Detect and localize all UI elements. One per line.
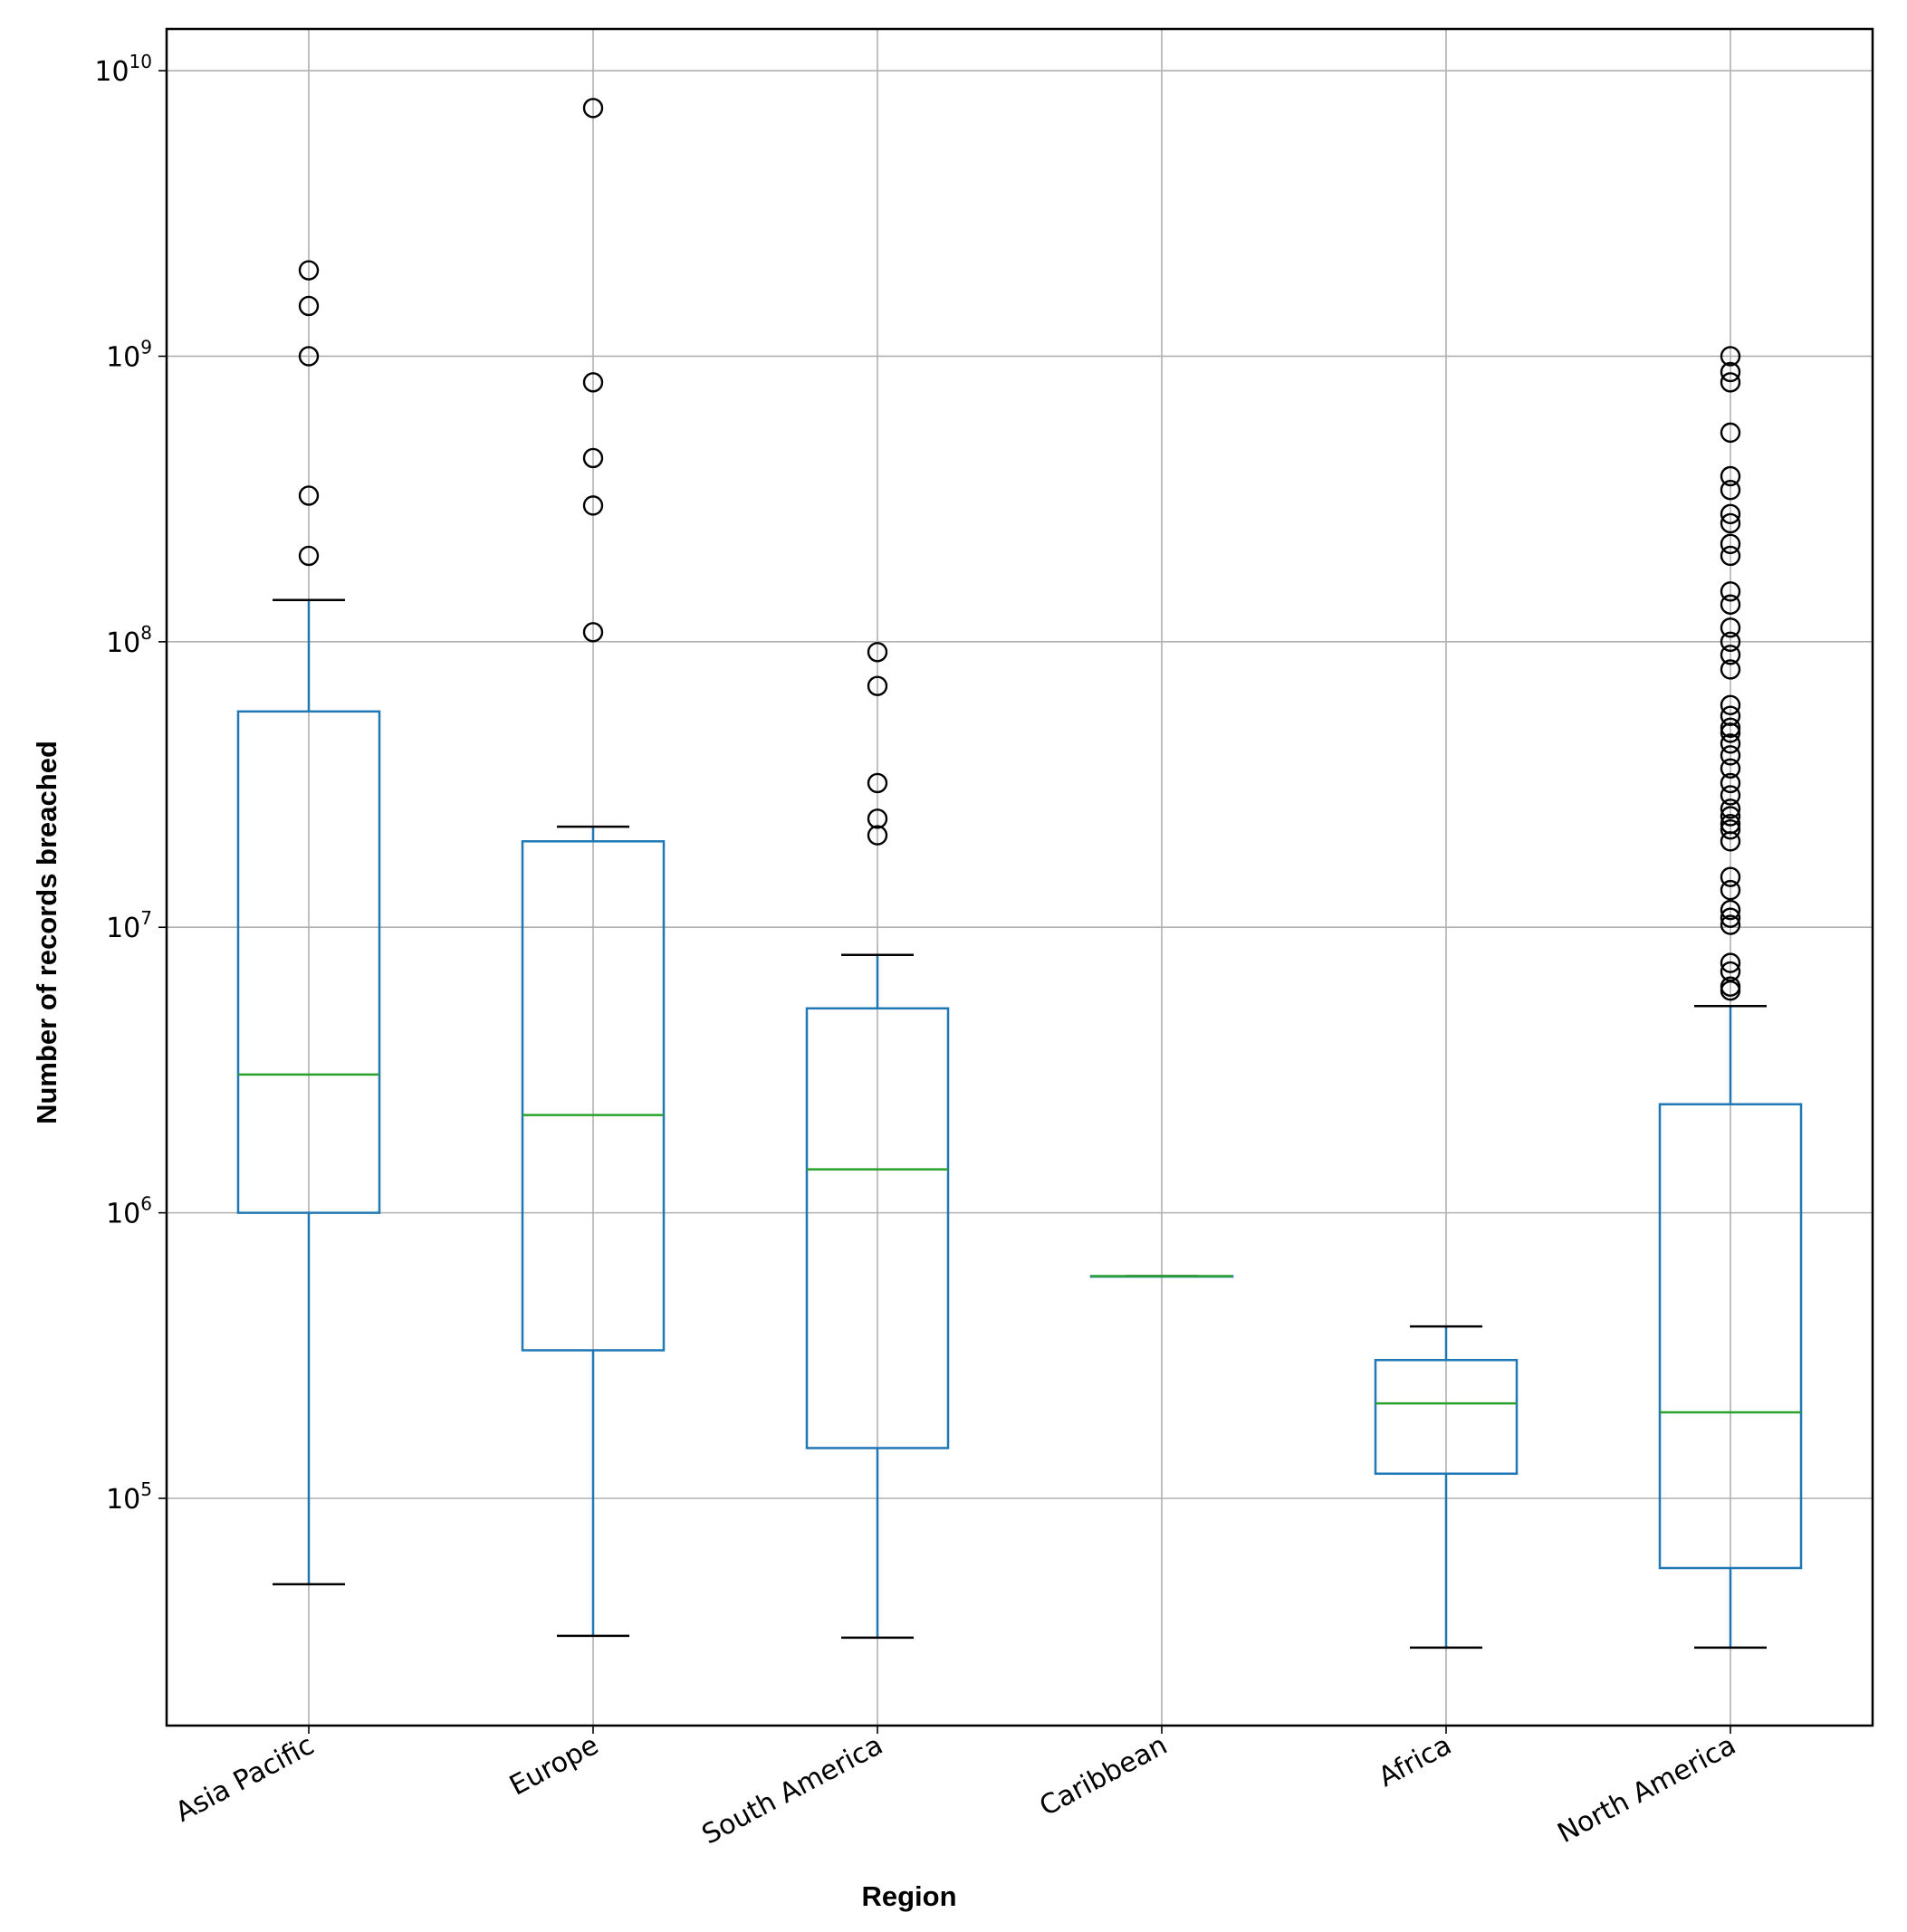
outlier-point	[1720, 545, 1741, 567]
box-iqr	[236, 710, 381, 1214]
outlier-point	[1720, 961, 1741, 982]
y-tick-exponent: 9	[140, 336, 152, 358]
outlier-point	[1720, 422, 1741, 444]
outlier-point	[1720, 503, 1741, 525]
outlier-point	[1720, 617, 1741, 638]
y-tick-exponent: 5	[140, 1478, 152, 1500]
y-tick-base: 10	[106, 341, 140, 373]
outlier-point	[1720, 899, 1741, 921]
outlier-point	[1720, 952, 1741, 973]
outlier-point	[1720, 879, 1741, 901]
outlier-point	[1720, 813, 1741, 835]
y-tick-label: 105	[106, 1478, 152, 1516]
outlier-point	[582, 98, 604, 119]
outlier-point	[1720, 705, 1741, 726]
y-tick-label: 109	[106, 336, 152, 373]
x-tick-label: South America	[697, 1729, 888, 1851]
y-tick-exponent: 8	[140, 622, 152, 644]
outlier-point	[1720, 785, 1741, 806]
outlier-point	[867, 808, 888, 829]
x-axis-ticks: Asia Pacific Europe South America Caribbean…	[170, 1726, 1741, 1851]
outlier-point	[582, 622, 604, 643]
y-tick-base: 10	[106, 1199, 140, 1230]
outlier-point	[1720, 465, 1741, 487]
y-tick-exponent: 6	[140, 1193, 152, 1215]
outlier-point	[1720, 346, 1741, 367]
y-tick-label: 1010	[94, 51, 152, 88]
outlier-point	[1720, 631, 1741, 653]
outlier-point	[298, 346, 320, 367]
outlier-point	[582, 447, 604, 469]
outlier-layer	[298, 98, 1741, 1001]
outlier-point	[1720, 745, 1741, 766]
outlier-point	[582, 372, 604, 393]
outlier-point	[1720, 659, 1741, 680]
outlier-point	[1720, 533, 1741, 555]
outlier-point	[298, 545, 320, 567]
x-tick-label: Asia Pacific	[170, 1729, 320, 1829]
y-tick-exponent: 10	[129, 51, 152, 72]
outlier-point	[298, 485, 320, 506]
y-tick-label: 107	[106, 907, 152, 944]
outlier-point	[1720, 717, 1741, 738]
outlier-point	[1720, 372, 1741, 393]
outlier-point	[298, 295, 320, 317]
box-iqr	[1658, 1103, 1803, 1570]
outlier-point	[867, 642, 888, 663]
y-tick-base: 10	[106, 913, 140, 944]
outlier-point	[867, 675, 888, 696]
x-tick-label: Africa	[1374, 1729, 1457, 1793]
outlier-point	[1720, 694, 1741, 716]
x-tick-label: Caribbean	[1034, 1729, 1172, 1822]
plot-frame	[165, 27, 1874, 1727]
outlier-point	[1720, 819, 1741, 840]
y-tick-label: 108	[106, 622, 152, 659]
outlier-point	[1720, 480, 1741, 501]
outlier-point	[1720, 799, 1741, 819]
outlier-point	[1720, 866, 1741, 887]
outlier-point	[1720, 758, 1741, 779]
box-iqr	[521, 840, 666, 1352]
outlier-point	[1720, 772, 1741, 794]
outlier-point	[1720, 645, 1741, 665]
y-tick-base: 10	[106, 627, 140, 659]
outlier-point	[867, 825, 888, 846]
outlier-point	[582, 495, 604, 516]
y-tick-exponent: 7	[140, 907, 152, 929]
box-layer	[236, 598, 1803, 1650]
outlier-point	[1720, 594, 1741, 615]
grid-layer	[167, 29, 1873, 1726]
outlier-point	[1720, 722, 1741, 743]
y-axis-label: Number of records breached	[31, 741, 62, 1124]
x-axis-label: Region	[861, 1880, 956, 1912]
outlier-point	[298, 260, 320, 281]
y-tick-base: 10	[94, 56, 129, 88]
outlier-point	[1720, 512, 1741, 534]
outlier-point	[1720, 361, 1741, 383]
box-iqr	[805, 1007, 950, 1449]
outlier-point	[1720, 976, 1741, 997]
x-tick-label: North America	[1553, 1729, 1741, 1850]
y-tick-label: 106	[106, 1193, 152, 1230]
x-tick-label: Europe	[504, 1729, 604, 1802]
box-iqr	[1374, 1359, 1519, 1476]
outlier-point	[1720, 907, 1741, 928]
outlier-point	[1720, 581, 1741, 602]
outlier-point	[1720, 914, 1741, 935]
outlier-point	[867, 772, 888, 794]
outlier-point	[1720, 733, 1741, 754]
y-tick-base: 10	[106, 1484, 140, 1516]
outlier-point	[1720, 806, 1741, 827]
